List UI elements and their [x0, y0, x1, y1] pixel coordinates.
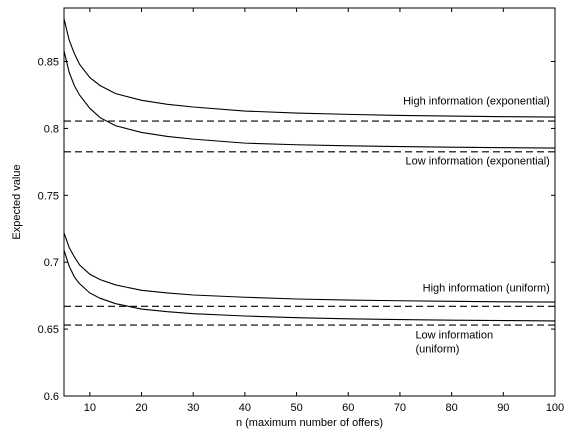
x-tick-label: 80 — [446, 402, 458, 414]
x-tick-label: 10 — [84, 402, 96, 414]
annotation-text: Low information (exponential) — [406, 156, 550, 168]
y-tick-label: 0.65 — [38, 324, 59, 336]
annotation-text: High information (exponential) — [403, 95, 550, 107]
series-line-2 — [63, 50, 556, 149]
annotation-text: Low information — [415, 329, 493, 341]
y-tick-label: 0.75 — [38, 190, 59, 202]
x-tick-label: 50 — [290, 402, 302, 414]
x-tick-label: 70 — [394, 402, 406, 414]
y-tick-label: 0.7 — [44, 257, 59, 269]
annotations-layer: High information (exponential) Low inform… — [403, 95, 550, 355]
x-tick-label: 20 — [135, 402, 147, 414]
series-line-6 — [63, 250, 556, 322]
x-tick-label: 90 — [497, 402, 509, 414]
annotation-3: High information (uniform) — [423, 283, 550, 295]
y-tick-label: 0.6 — [44, 391, 59, 403]
annotation-text: High information (uniform) — [423, 283, 550, 295]
plot-border — [63, 7, 556, 397]
annotation-2: Low information (exponential) — [406, 156, 550, 168]
ticks-layer: 10 20 30 40 50 60 70 80 90 100 0.6 0.65 0.7 0.75 0.8 0.… — [38, 8, 564, 414]
y-tick-label: 0.85 — [38, 57, 59, 69]
x-axis-label: n (maximum number of offers) — [236, 417, 383, 429]
plot-area — [63, 7, 556, 397]
series-line-5 — [63, 232, 556, 303]
annotation-1: High information (exponential) — [403, 95, 550, 107]
series-layer — [63, 18, 556, 326]
x-tick-label: 30 — [187, 402, 199, 414]
series-line-1 — [63, 18, 556, 118]
y-axis-label: Expected value — [11, 164, 23, 239]
x-tick-label: 40 — [239, 402, 251, 414]
annotation-text: (uniform) — [415, 343, 459, 355]
annotation-4: Low information (uniform) — [415, 329, 493, 355]
x-tick-label: 60 — [342, 402, 354, 414]
x-tick-label: 100 — [546, 402, 564, 414]
y-tick-label: 0.8 — [44, 123, 59, 135]
